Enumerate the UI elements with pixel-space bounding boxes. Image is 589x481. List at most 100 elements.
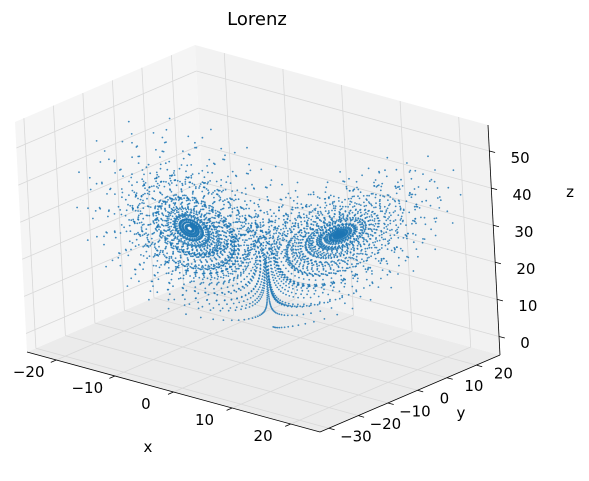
data-point: [275, 229, 278, 232]
data-point: [319, 233, 322, 236]
data-point: [244, 187, 247, 190]
data-point: [263, 262, 266, 265]
data-point: [397, 256, 400, 259]
data-point: [211, 248, 214, 251]
grid-lines: [16, 52, 500, 429]
data-point: [215, 212, 217, 215]
data-point: [172, 285, 174, 288]
data-point: [260, 250, 263, 253]
data-point: [240, 224, 243, 227]
data-point: [201, 169, 204, 172]
data-point: [266, 292, 269, 295]
data-point: [200, 202, 203, 205]
data-point: [197, 202, 200, 205]
data-point: [274, 277, 277, 280]
data-point: [368, 256, 370, 259]
data-point: [193, 258, 196, 261]
data-point: [141, 234, 144, 237]
data-point: [169, 241, 171, 244]
data-point: [265, 244, 267, 247]
data-point: [300, 203, 303, 206]
data-point: [78, 171, 80, 174]
data-point: [175, 194, 178, 196]
data-point: [310, 268, 313, 271]
data-point: [281, 286, 284, 289]
data-point: [257, 237, 260, 240]
data-point: [187, 238, 190, 241]
data-point: [320, 212, 323, 215]
data-point: [250, 269, 253, 272]
data-point: [156, 216, 159, 219]
data-point: [170, 190, 173, 193]
data-point: [218, 195, 221, 197]
data-point: [256, 301, 259, 304]
data-point: [308, 213, 311, 215]
data-point: [239, 271, 242, 274]
data-point: [300, 241, 303, 244]
data-point: [348, 256, 350, 259]
data-point: [248, 237, 251, 240]
data-point: [379, 189, 382, 192]
data-point: [237, 198, 240, 201]
data-point: [222, 189, 225, 192]
data-point: [306, 267, 308, 270]
data-point: [151, 241, 154, 244]
data-point: [338, 212, 341, 215]
data-point: [311, 262, 314, 264]
data-point: [180, 220, 183, 222]
data-point: [145, 228, 148, 231]
data-point: [302, 296, 305, 299]
data-point: [264, 276, 266, 279]
data-point: [237, 252, 239, 255]
data-point: [285, 260, 287, 263]
data-point: [205, 249, 208, 252]
data-point: [142, 245, 145, 248]
data-point: [239, 227, 241, 230]
data-point: [377, 286, 380, 288]
data-point: [292, 244, 295, 247]
data-point: [196, 201, 199, 204]
data-point: [167, 214, 170, 216]
data-point: [185, 212, 187, 215]
data-point: [401, 185, 404, 187]
data-point: [275, 272, 278, 275]
data-point: [361, 219, 364, 222]
data-point: [313, 293, 316, 295]
data-point: [241, 215, 244, 217]
data-point: [237, 263, 240, 265]
data-point: [238, 237, 241, 239]
data-point: [209, 225, 212, 228]
data-point: [371, 270, 373, 272]
data-point: [217, 230, 220, 232]
data-point: [349, 232, 352, 235]
data-point: [236, 217, 238, 220]
data-point: [187, 267, 189, 270]
data-point: [323, 224, 326, 227]
data-point: [300, 245, 302, 247]
data-point: [274, 227, 277, 230]
data-point: [346, 239, 349, 242]
data-point: [220, 241, 223, 244]
data-point: [294, 189, 297, 192]
data-point: [311, 215, 314, 218]
data-point: [274, 266, 276, 269]
data-point: [310, 211, 312, 214]
data-point: [267, 199, 269, 201]
data-point: [182, 264, 185, 267]
data-point: [263, 282, 266, 285]
data-point: [293, 282, 296, 285]
data-point: [276, 264, 278, 267]
data-point: [329, 254, 332, 257]
data-point: [252, 229, 254, 232]
data-point: [246, 249, 249, 252]
data-point: [155, 180, 158, 183]
data-point: [270, 179, 273, 182]
data-point: [180, 208, 183, 211]
data-point: [365, 198, 368, 201]
data-point: [134, 245, 137, 248]
data-point: [187, 203, 190, 205]
data-point: [223, 248, 226, 251]
data-point: [325, 256, 327, 259]
data-point: [315, 285, 318, 287]
data-point: [327, 232, 330, 234]
